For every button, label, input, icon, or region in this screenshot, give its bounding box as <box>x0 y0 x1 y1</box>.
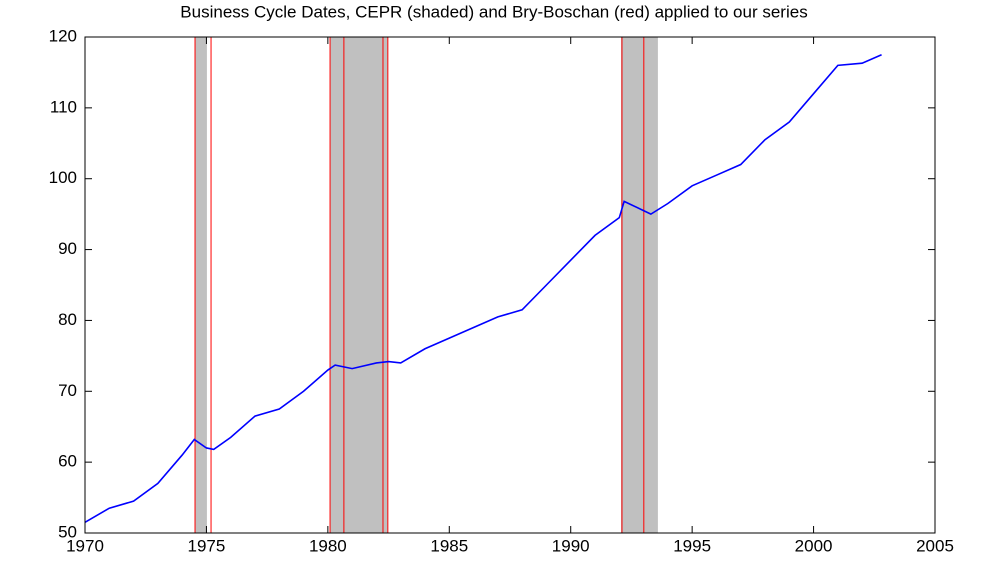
y-tick-label: 100 <box>49 168 77 187</box>
x-tick-label: 2005 <box>916 536 954 555</box>
chart-title: Business Cycle Dates, CEPR (shaded) and … <box>180 2 807 21</box>
x-tick-label: 1990 <box>552 536 590 555</box>
y-tick-label: 50 <box>58 522 77 541</box>
x-tick-label: 1980 <box>309 536 347 555</box>
recession-band <box>195 37 207 533</box>
x-tick-label: 2000 <box>795 536 833 555</box>
plot-frame <box>84 36 936 534</box>
x-tick-label: 1995 <box>673 536 711 555</box>
x-tick-label: 1985 <box>430 536 468 555</box>
recession-band <box>330 37 388 533</box>
y-tick-label: 60 <box>58 452 77 471</box>
y-tick-label: 90 <box>58 239 77 258</box>
x-tick-label: 1970 <box>66 536 104 555</box>
y-tick-label: 80 <box>58 310 77 329</box>
y-tick-label: 120 <box>49 26 77 45</box>
series-line <box>84 53 882 524</box>
x-tick-label: 1975 <box>188 536 226 555</box>
y-tick-label: 110 <box>50 97 77 116</box>
y-tick-label: 70 <box>58 381 77 400</box>
recession-band <box>620 37 658 533</box>
